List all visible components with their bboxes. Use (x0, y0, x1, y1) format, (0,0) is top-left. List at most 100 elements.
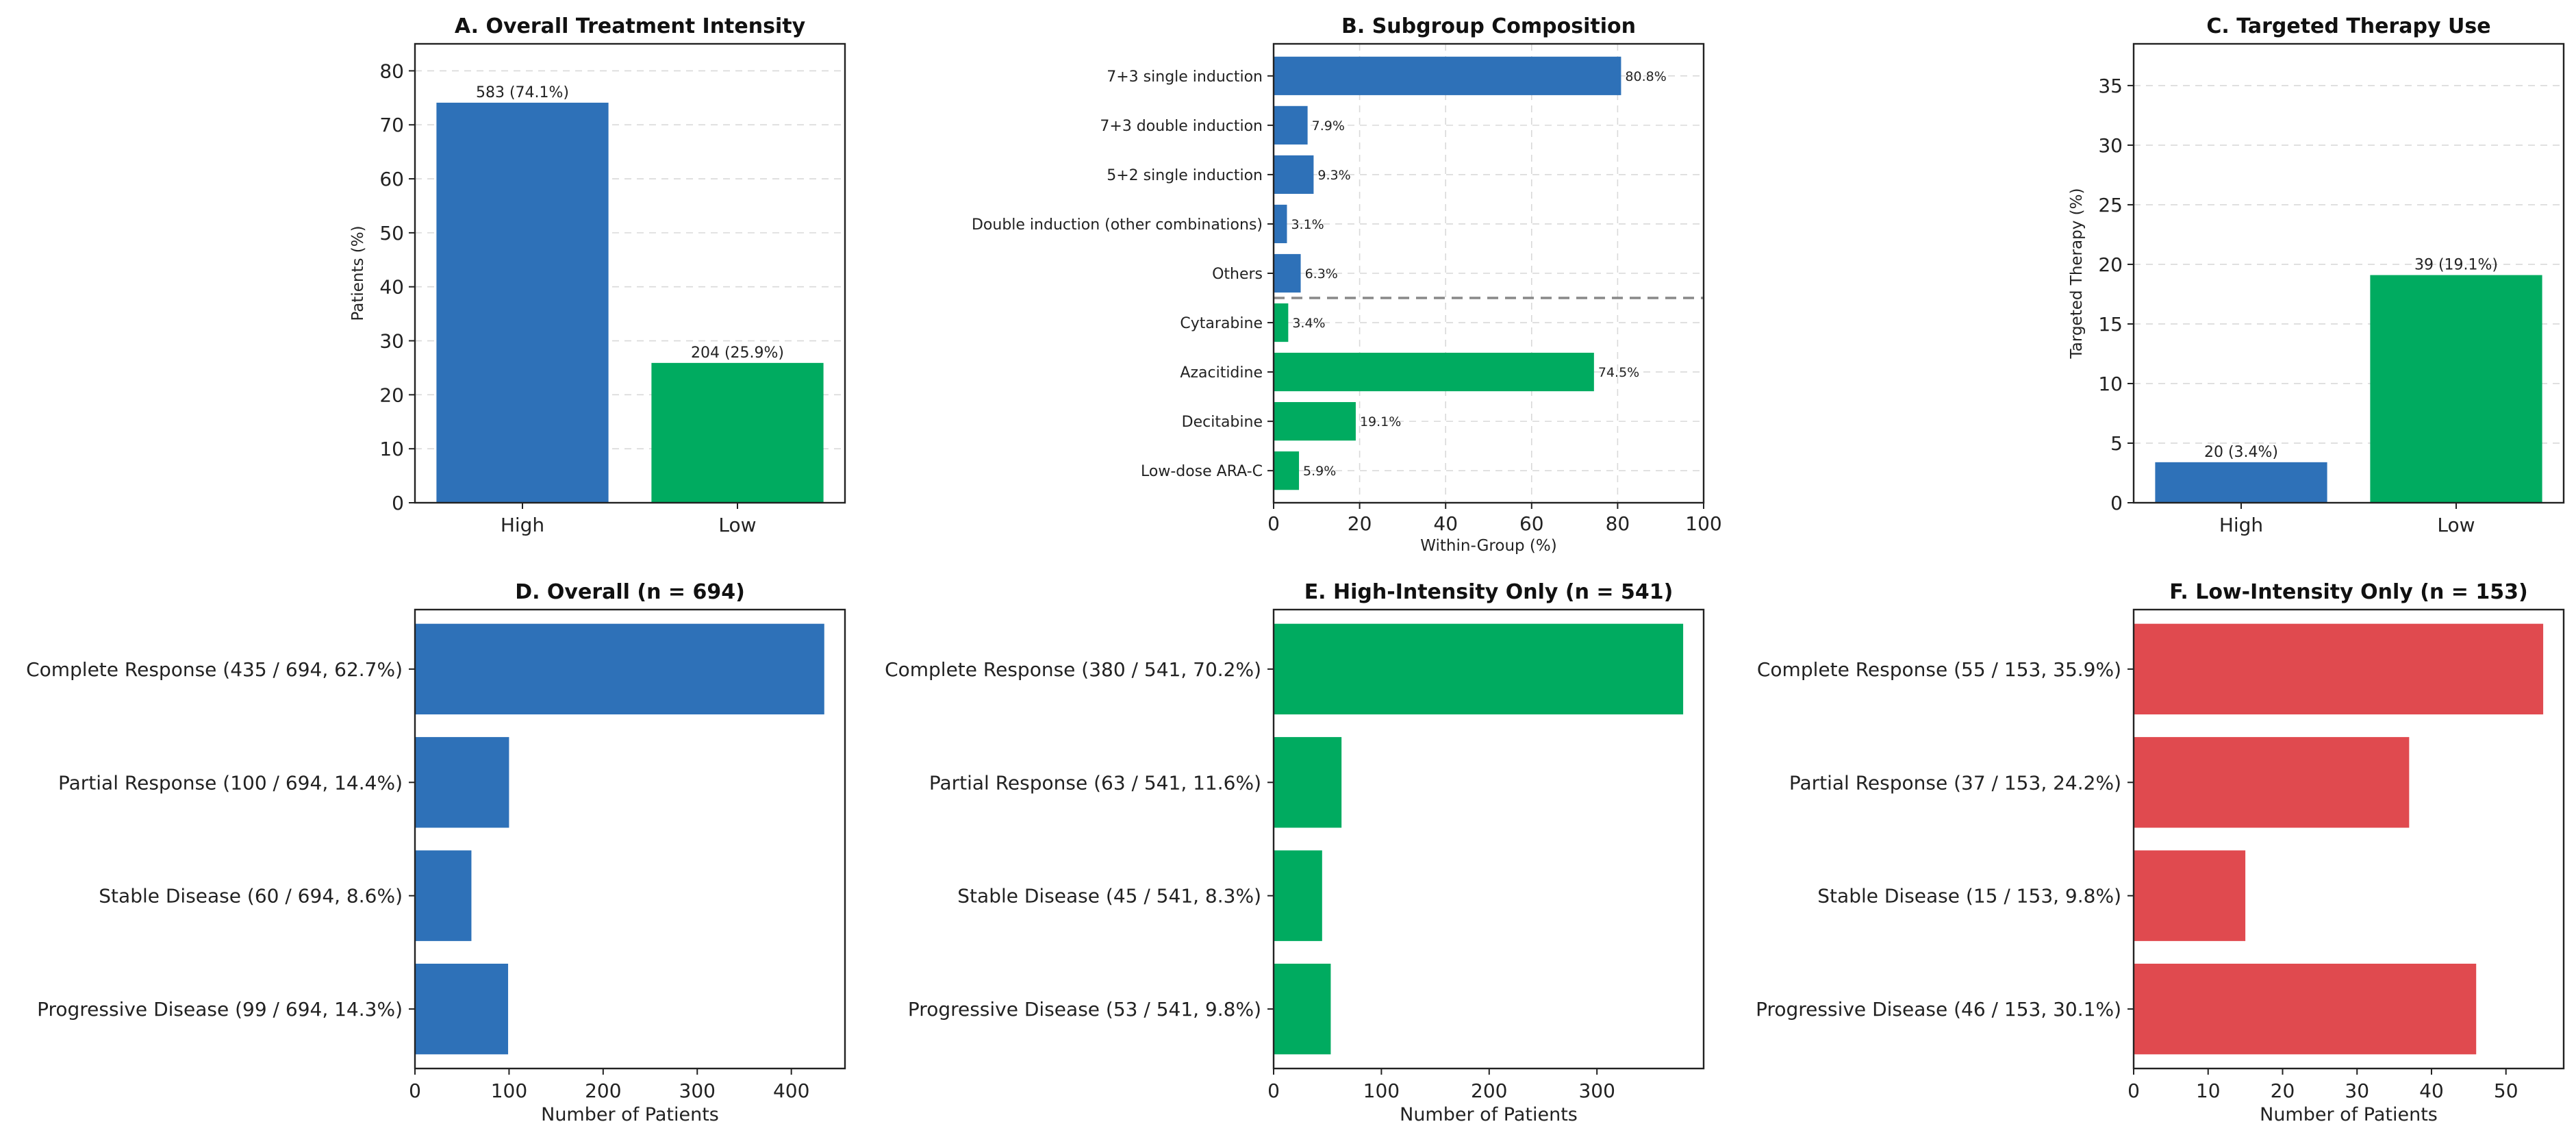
bar-5-2-single-induction (1274, 155, 1314, 195)
y-axis-label: Targeted Therapy (%) (2068, 188, 2086, 360)
y-tick-label: 30 (379, 330, 404, 353)
y-tick-label: 0 (392, 492, 404, 514)
y-tick-label: Progressive Disease (53 / 541, 9.8%) (908, 998, 1261, 1021)
x-tick-label: 20 (1348, 512, 1372, 535)
y-tick-label: Complete Response (435 / 694, 62.7%) (26, 658, 403, 681)
chart-d: Complete Response (435 / 694, 62.7%) Part… (26, 580, 846, 1125)
bar-low (2370, 275, 2542, 503)
data-label: 9.3% (1317, 168, 1350, 183)
y-tick-label: 7+3 double induction (1100, 118, 1263, 135)
x-tick-label: 100 (1363, 1079, 1400, 1102)
bar-complete-response (415, 623, 824, 715)
y-tick-label: Low-dose ARA-C (1141, 463, 1263, 480)
y-tick-label: Others (1212, 266, 1263, 283)
x-axis-label: Number of Patients (2260, 1104, 2438, 1125)
chart-title: A. Overall Treatment Intensity (455, 14, 806, 38)
axes-frame (414, 42, 846, 504)
y-tick-label: 10 (379, 438, 404, 460)
bar-decitabine (1274, 402, 1356, 441)
x-tick-label: 40 (1433, 512, 1458, 535)
bar-complete-response (2134, 623, 2544, 715)
y-tick-label: 10 (2098, 373, 2123, 395)
bar-low-dose-ara-c (1274, 451, 1300, 490)
bar-low (651, 362, 824, 503)
bar-progressive-disease (2134, 963, 2477, 1055)
x-tick-label: 400 (773, 1079, 809, 1102)
y-tick-label: Partial Response (100 / 694, 14.4%) (58, 771, 403, 794)
bar-complete-response (1274, 623, 1684, 715)
x-axis-label: Within-Group (%) (1420, 537, 1556, 555)
y-tick-label: 60 (379, 168, 404, 190)
bar-partial-response (1274, 737, 1342, 828)
chart-title: D. Overall (n = 694) (515, 580, 745, 604)
y-tick-label: Progressive Disease (99 / 694, 14.3%) (37, 998, 403, 1021)
x-tick-label: 0 (1267, 512, 1280, 535)
x-tick-label: 200 (1471, 1079, 1507, 1102)
data-label: 3.4% (1292, 316, 1325, 331)
x-tick-label: Low (2437, 514, 2475, 536)
bar-cytarabine (1274, 303, 1289, 342)
bar-high (2155, 462, 2327, 503)
data-label: 7.9% (1312, 118, 1345, 134)
y-tick-label: Cytarabine (1180, 315, 1263, 332)
x-tick-label: 100 (1685, 512, 1721, 535)
x-tick-label: 50 (2494, 1079, 2518, 1102)
y-tick-label: Partial Response (37 / 153, 24.2%) (1789, 771, 2121, 794)
y-tick-label: 50 (379, 222, 404, 245)
y-tick-label: 80 (379, 60, 404, 82)
bar-high (436, 102, 609, 503)
x-tick-label: 30 (2345, 1079, 2369, 1102)
bar-progressive-disease (415, 963, 509, 1055)
y-tick-label: 25 (2098, 194, 2123, 216)
chart-c: 20 (3.4%) High 39 (19.1%) Low 0 5 10 15 20 25 30 35… (2068, 14, 2565, 536)
chart-e: Complete Response (380 / 541, 70.2%) Part… (885, 580, 1705, 1125)
x-tick-label: High (501, 514, 544, 536)
chart-title: E. High-Intensity Only (n = 541) (1304, 580, 1674, 604)
x-axis-label: Number of Patients (1400, 1104, 1578, 1125)
y-tick-label: Stable Disease (15 / 153, 9.8%) (1817, 885, 2121, 908)
y-tick-label: Complete Response (55 / 153, 35.9%) (1757, 658, 2121, 681)
data-label: 19.1% (1360, 414, 1401, 429)
x-tick-label: 0 (2127, 1079, 2140, 1102)
chart-title: C. Targeted Therapy Use (2206, 14, 2490, 38)
y-tick-label: 5 (2110, 432, 2123, 455)
bar-7-3-double-induction (1274, 105, 1308, 145)
x-tick-label: 10 (2196, 1079, 2221, 1102)
x-tick-label: 60 (1519, 512, 1544, 535)
axes-frame (1272, 42, 1705, 504)
x-tick-label: 20 (2271, 1079, 2295, 1102)
y-tick-label: 70 (379, 114, 404, 136)
y-tick-label: 0 (2110, 492, 2123, 514)
y-tick-label: 35 (2098, 75, 2123, 97)
x-tick-label: 300 (679, 1079, 716, 1102)
x-tick-label: High (2219, 514, 2263, 536)
bar-stable-disease (2134, 850, 2246, 941)
data-label: 583 (74.1%) (476, 84, 569, 101)
data-label: 6.3% (1305, 266, 1338, 282)
bar-azacitidine (1274, 352, 1594, 392)
axes-frame (1272, 608, 1705, 1070)
chart-b: 80.8% 7+3 single induction 7.9% 7+3 double … (972, 14, 1722, 555)
data-label: 5.9% (1303, 464, 1336, 479)
x-tick-label: 100 (491, 1079, 527, 1102)
y-tick-label: 40 (379, 276, 404, 299)
x-tick-label: 300 (1578, 1079, 1615, 1102)
chart-f: Complete Response (55 / 153, 35.9%) Parti… (1756, 580, 2565, 1125)
y-tick-label: Partial Response (63 / 541, 11.6%) (929, 771, 1261, 794)
y-tick-label: Stable Disease (45 / 541, 8.3%) (957, 885, 1261, 908)
data-label: 3.1% (1291, 217, 1324, 232)
y-tick-label: 5+2 single induction (1107, 167, 1263, 184)
x-axis-label: Number of Patients (541, 1104, 719, 1125)
data-label: 204 (25.9%) (691, 345, 784, 362)
x-tick-label: Low (718, 514, 756, 536)
x-tick-label: 80 (1606, 512, 1630, 535)
data-label: 20 (3.4%) (2204, 444, 2278, 461)
y-tick-label: Progressive Disease (46 / 153, 30.1%) (1756, 998, 2121, 1021)
chart-title: F. Low-Intensity Only (n = 153) (2169, 580, 2527, 604)
y-tick-label: Decitabine (1182, 414, 1263, 431)
y-tick-label: Azacitidine (1180, 364, 1263, 382)
bar-progressive-disease (1274, 963, 1331, 1055)
data-label: 74.5% (1598, 365, 1639, 380)
x-tick-label: 0 (1267, 1079, 1280, 1102)
